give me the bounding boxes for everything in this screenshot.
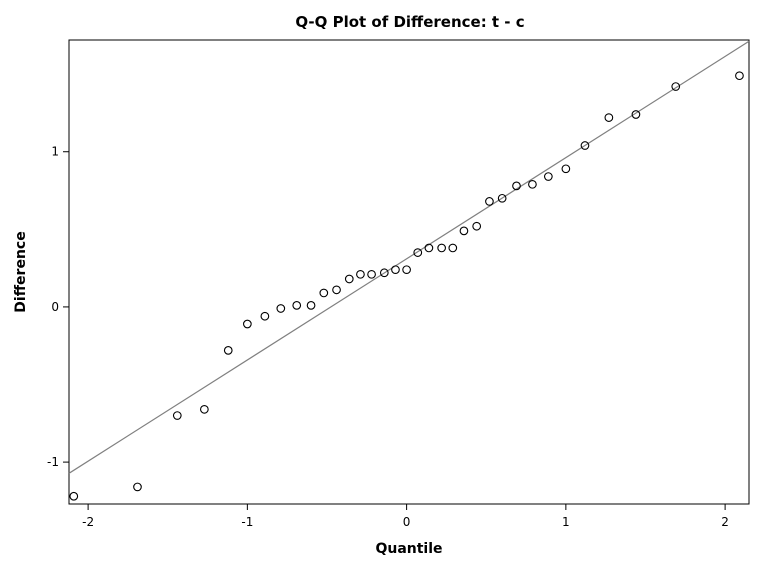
data-point [319, 288, 329, 298]
data-point [391, 265, 400, 275]
data-point [497, 193, 507, 203]
x-tick-label: -1 [241, 515, 253, 529]
data-point [344, 274, 354, 284]
data-points-layer [69, 71, 744, 501]
data-point [260, 311, 270, 321]
data-point [561, 164, 571, 174]
data-point [424, 243, 434, 253]
data-point [512, 181, 521, 191]
data-point [580, 141, 590, 150]
data-point [448, 243, 458, 253]
data-point [735, 71, 744, 81]
data-point [292, 301, 302, 310]
y-axis-label: Difference [13, 231, 29, 312]
chart-title: Q-Q Plot of Difference: t - c [295, 13, 524, 31]
y-tick-label: -1 [47, 455, 59, 469]
y-tick-label: 0 [51, 300, 59, 314]
data-point [528, 179, 537, 189]
data-point [485, 197, 494, 206]
data-point [379, 268, 389, 278]
data-point [356, 269, 365, 279]
data-point [200, 404, 209, 414]
data-point [332, 285, 341, 295]
data-point [276, 304, 286, 313]
x-axis-label: Quantile [375, 541, 442, 557]
data-point [472, 221, 482, 231]
reference-line-layer [68, 40, 750, 474]
data-point [631, 110, 641, 119]
data-point [459, 226, 469, 236]
x-tick-label: 1 [562, 515, 570, 529]
data-point [402, 265, 411, 275]
data-point [133, 482, 142, 492]
data-point [604, 113, 614, 122]
data-point [69, 491, 79, 501]
data-point [671, 82, 681, 91]
data-point [413, 248, 423, 257]
x-axis-ticks: -2 -1 0 1 2 [82, 504, 729, 529]
data-point [437, 243, 446, 253]
data-point [306, 301, 316, 310]
plot-frame [68, 39, 750, 505]
x-tick-label: 2 [721, 515, 729, 529]
y-axis-ticks: -1 0 1 [47, 145, 69, 469]
data-point [172, 411, 182, 420]
data-point [223, 346, 233, 355]
reference-line [68, 40, 750, 474]
x-tick-label: 0 [403, 515, 411, 529]
data-point [243, 319, 252, 329]
data-point [543, 172, 553, 181]
y-tick-label: 1 [51, 145, 59, 159]
x-tick-label: -2 [82, 515, 94, 529]
data-point [367, 269, 376, 279]
